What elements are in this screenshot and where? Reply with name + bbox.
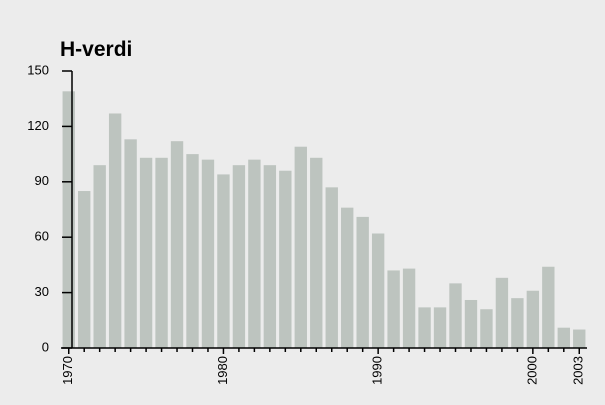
- x-tick-label: 2000: [524, 356, 539, 385]
- x-tick-label: 1980: [215, 356, 230, 385]
- bar: [402, 268, 416, 348]
- bar: [511, 298, 524, 348]
- bar: [78, 191, 91, 348]
- bar: [341, 207, 354, 348]
- bar: [155, 157, 168, 348]
- y-tick-label: 90: [35, 173, 49, 188]
- bar: [387, 270, 400, 348]
- bar: [294, 146, 307, 348]
- bar: [325, 187, 338, 348]
- bar: [108, 113, 122, 349]
- x-tick-label: 1990: [370, 356, 385, 385]
- bar: [495, 277, 509, 348]
- bar: [573, 329, 586, 348]
- bar: [232, 165, 246, 348]
- bar: [418, 307, 431, 348]
- bar: [93, 165, 106, 348]
- bar: [526, 290, 540, 348]
- bar: [279, 170, 292, 348]
- bar: [201, 159, 215, 348]
- bar: [170, 141, 184, 348]
- bar: [248, 159, 261, 348]
- bar: [433, 307, 447, 348]
- y-tick-label: 30: [35, 284, 49, 299]
- chart-title: H-verdi: [60, 38, 132, 61]
- bar: [62, 91, 75, 349]
- x-tick-label: 2003: [571, 356, 586, 385]
- bar: [480, 309, 493, 348]
- bar: [356, 216, 369, 348]
- bar: [371, 233, 385, 348]
- bar: [217, 174, 230, 348]
- bar: [263, 165, 277, 348]
- bar: [124, 139, 137, 348]
- bar: [542, 266, 555, 348]
- bar: [449, 283, 462, 348]
- bar: [186, 154, 199, 348]
- y-tick-label: 150: [27, 62, 49, 77]
- bar: [557, 327, 570, 348]
- y-tick-label: 60: [35, 229, 49, 244]
- bar: [139, 157, 153, 348]
- y-tick-label: 120: [27, 118, 49, 133]
- bar: [310, 157, 323, 348]
- y-tick-label: 0: [42, 339, 49, 354]
- x-tick-label: 1970: [60, 356, 75, 385]
- bar: [464, 299, 478, 348]
